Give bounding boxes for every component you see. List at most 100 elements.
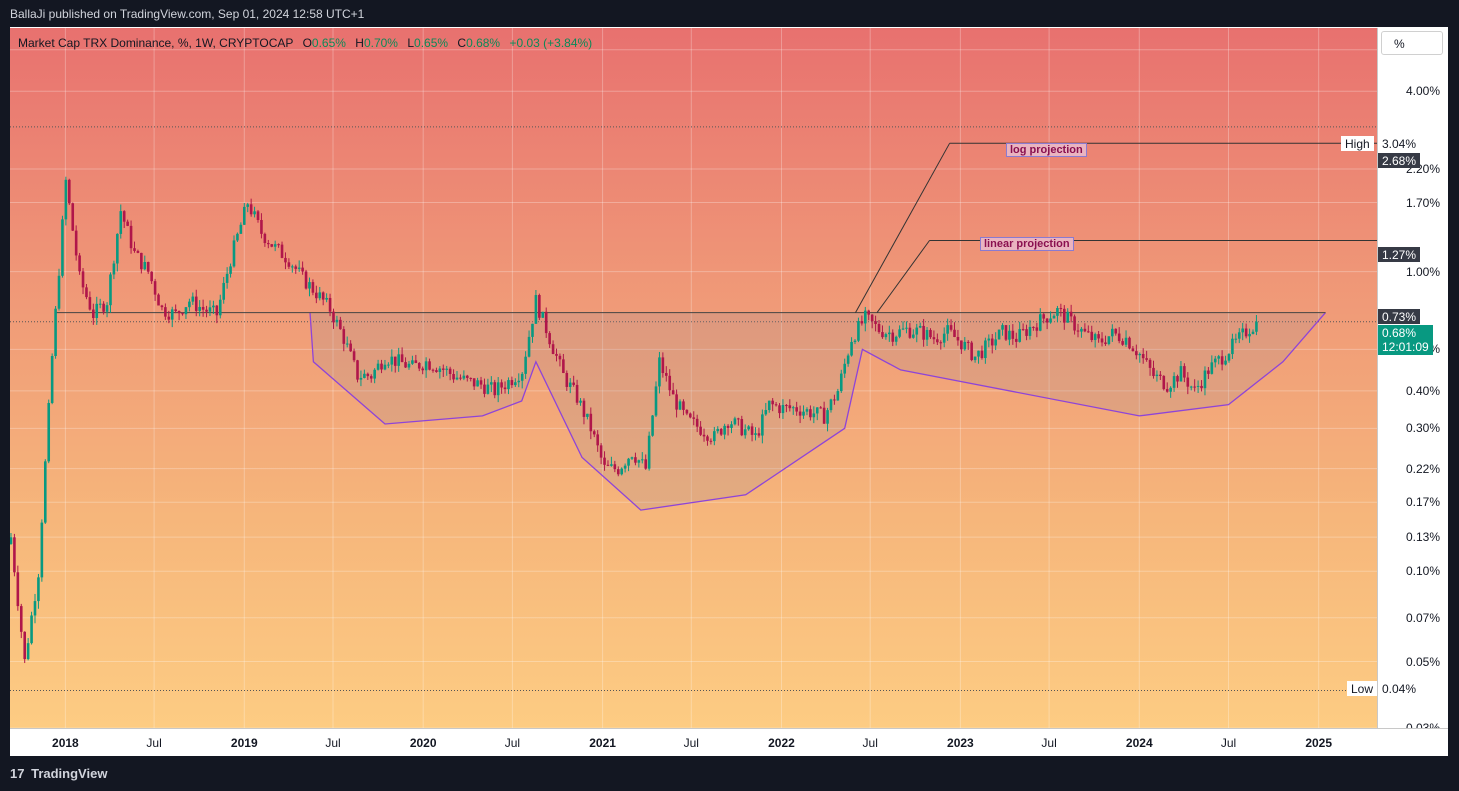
- candle-body: [291, 266, 294, 268]
- candle-body: [596, 434, 599, 446]
- candle-body: [212, 305, 215, 308]
- candle-body: [555, 353, 558, 356]
- candle-body: [181, 313, 184, 315]
- candle-body: [50, 355, 54, 403]
- candle-body: [798, 411, 802, 416]
- candle-body: [1014, 338, 1018, 342]
- candle-body: [788, 405, 792, 409]
- price-axis[interactable]: 5.50%4.00%2.20%1.70%1.00%0.55%0.40%0.30%…: [1377, 28, 1448, 735]
- candle-body: [815, 407, 819, 414]
- candle-body: [1032, 326, 1035, 328]
- candle-body: [414, 360, 418, 364]
- candle-body: [925, 329, 929, 340]
- x-tick-label: 2022: [768, 736, 795, 750]
- candle-body: [496, 382, 500, 396]
- candle-body: [194, 296, 198, 311]
- candle-body: [201, 306, 205, 310]
- candle-body: [1038, 314, 1042, 331]
- candle-body: [466, 375, 469, 378]
- candle-body: [1203, 370, 1207, 389]
- candle-body: [277, 244, 280, 246]
- candle-body: [664, 373, 668, 376]
- log-target-label: 2.68%: [1378, 153, 1421, 168]
- candle-body: [702, 434, 706, 437]
- x-tick-label: 2021: [589, 736, 616, 750]
- candle-body: [342, 329, 346, 344]
- candle-body: [826, 410, 829, 424]
- candle-body: [356, 360, 359, 380]
- candle-body: [441, 368, 445, 370]
- candle-body: [1227, 354, 1231, 361]
- candle-body: [949, 325, 953, 330]
- candle-body: [366, 373, 370, 377]
- x-tick-label: Jul: [683, 736, 699, 750]
- candle-body: [901, 328, 905, 330]
- candle-body: [627, 458, 630, 466]
- candle-body: [839, 373, 843, 392]
- candle-body: [754, 433, 757, 435]
- candle-body: [709, 440, 713, 442]
- unit-button[interactable]: %: [1381, 31, 1443, 55]
- candle-body: [908, 327, 912, 338]
- candle-body: [428, 361, 431, 370]
- candle-body: [335, 319, 339, 323]
- candle-body: [119, 211, 123, 234]
- candle-body: [689, 413, 692, 418]
- candle-body: [857, 321, 860, 341]
- candle-body: [164, 307, 167, 317]
- candle-body: [1073, 316, 1076, 331]
- candle-body: [493, 382, 497, 396]
- candle-body: [476, 380, 479, 387]
- candle-body: [1042, 314, 1046, 319]
- candle-body: [393, 356, 397, 366]
- candle-body: [26, 643, 30, 660]
- candle-body: [33, 601, 37, 616]
- x-tick-label: 2019: [230, 736, 258, 750]
- candle-body: [692, 417, 696, 419]
- candle-body: [997, 329, 1001, 340]
- candle-body: [404, 362, 407, 368]
- candle-body: [359, 377, 363, 380]
- candle-body: [459, 377, 462, 379]
- candle-body: [1056, 308, 1059, 316]
- legend-high: 0.70%: [363, 36, 398, 50]
- candle-body: [905, 327, 908, 329]
- x-tick-label: Jul: [146, 736, 162, 750]
- candle-body: [1162, 375, 1166, 390]
- x-tick-label: Jul: [1220, 736, 1237, 750]
- chart-plot-area[interactable]: [10, 28, 1377, 728]
- candle-body: [1076, 330, 1080, 332]
- x-tick-label: 2020: [409, 736, 437, 750]
- candle-body: [658, 357, 661, 387]
- candle-body: [280, 244, 284, 258]
- candle-body: [1251, 331, 1255, 334]
- candle-body: [469, 377, 473, 379]
- time-axis[interactable]: [10, 728, 1448, 756]
- candle-body: [1224, 360, 1227, 365]
- candle-body: [445, 368, 449, 370]
- candle-body: [942, 333, 946, 343]
- candle-body: [297, 267, 301, 269]
- legend-symbol: Market Cap TRX Dominance, %, 1W, CRYPTOC…: [18, 36, 294, 50]
- candle-body: [610, 464, 613, 466]
- candle-body: [802, 411, 805, 416]
- candle-body: [1080, 328, 1083, 332]
- legend-change: +0.03 (+3.84%): [509, 36, 593, 50]
- y-tick-label: 0.10%: [1405, 564, 1440, 579]
- candle-body: [170, 309, 174, 320]
- candle-body: [894, 336, 898, 342]
- candle-body: [544, 311, 548, 334]
- candle-body: [1090, 331, 1094, 341]
- candle-body: [613, 464, 617, 470]
- candle-body: [1244, 328, 1248, 337]
- candle-body: [699, 426, 702, 435]
- candle-body: [1111, 328, 1114, 337]
- candle-body: [1045, 318, 1049, 323]
- x-tick-label: Jul: [504, 736, 521, 750]
- candle-body: [706, 436, 709, 441]
- candle-body: [747, 426, 750, 430]
- candle-body: [1169, 387, 1172, 392]
- candle-body: [424, 361, 428, 371]
- candle-body: [726, 425, 730, 428]
- candle-body: [538, 295, 541, 318]
